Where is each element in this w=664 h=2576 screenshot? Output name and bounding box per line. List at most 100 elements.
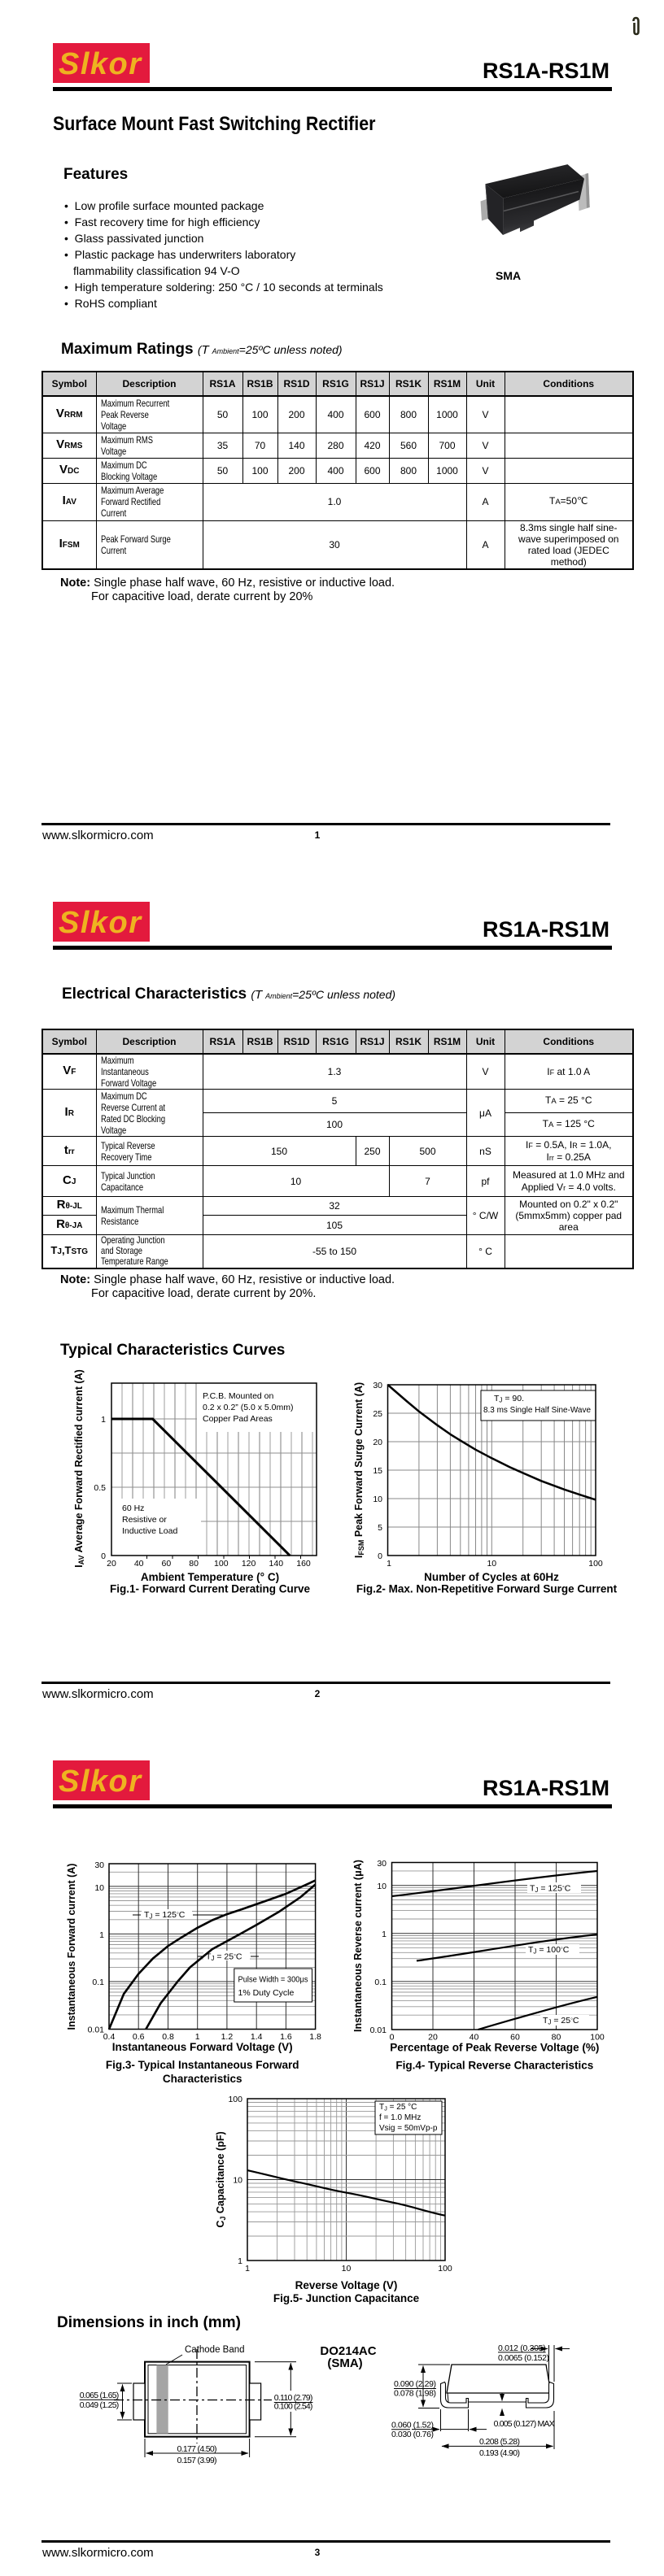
svg-text:10: 10 (487, 1559, 496, 1569)
svg-text:Pulse Width = 300μs: Pulse Width = 300μs (238, 1975, 308, 1985)
svg-text:TJ = 25◦C: TJ = 25◦C (543, 2015, 579, 2026)
svg-text:100: 100 (438, 2264, 452, 2274)
svg-text:1: 1 (238, 2256, 242, 2266)
svg-text:0.5: 0.5 (94, 1483, 106, 1493)
svg-text:30: 30 (94, 1860, 104, 1870)
svg-text:TJ = 125◦C: TJ = 125◦C (530, 1883, 571, 1895)
svg-text:0.060 (1.52): 0.060 (1.52) (391, 2421, 434, 2430)
svg-text:1: 1 (99, 1930, 104, 1940)
svg-text:140: 140 (269, 1559, 284, 1569)
svg-text:0.2 x 0.2” (5.0 x 5.0mm): 0.2 x 0.2” (5.0 x 5.0mm) (203, 1403, 293, 1412)
svg-text:1: 1 (387, 1559, 391, 1569)
svg-text:60: 60 (510, 2033, 520, 2043)
svg-text:0: 0 (390, 2033, 395, 2043)
svg-text:Number of Cycles at 60Hz: Number of Cycles at 60Hz (424, 1571, 559, 1583)
svg-text:TJ = 90.: TJ = 90. (494, 1394, 524, 1404)
svg-text:Ambient Temperature (° C): Ambient Temperature (° C) (141, 1571, 279, 1583)
svg-text:0.01: 0.01 (88, 2026, 105, 2035)
svg-text:Fig.1- Forward Current Deratin: Fig.1- Forward Current Derating Curve (110, 1583, 311, 1595)
svg-text:0.1: 0.1 (92, 1978, 104, 1987)
svg-text:TJ = 25 °C: TJ = 25 °C (379, 2103, 417, 2113)
svg-text:25: 25 (373, 1409, 382, 1419)
svg-text:0.049 (1.25): 0.049 (1.25) (80, 2400, 120, 2410)
svg-text:(SMA): (SMA) (327, 2356, 362, 2370)
svg-text:20: 20 (107, 1559, 116, 1569)
svg-text:0.157 (3.99): 0.157 (3.99) (177, 2456, 217, 2465)
svg-text:20: 20 (428, 2033, 438, 2043)
svg-text:Inductive Load: Inductive Load (122, 1526, 177, 1536)
svg-text:10: 10 (233, 2176, 242, 2186)
svg-text:1.4: 1.4 (251, 2032, 263, 2042)
svg-text:Fig.2- Max. Non-Repetitive For: Fig.2- Max. Non-Repetitive Forward Surge… (356, 1583, 618, 1595)
svg-text:f = 1.0 MHz: f = 1.0 MHz (379, 2113, 421, 2122)
svg-text:8.3 ms Single Half Sine-Wave: 8.3 ms Single Half Sine-Wave (483, 1405, 591, 1415)
svg-text:Instantaneous Reverse current: Instantaneous Reverse current (μA) (352, 1860, 364, 2032)
svg-text:80: 80 (189, 1559, 199, 1569)
svg-text:0.1: 0.1 (374, 1978, 387, 1987)
svg-text:IFSM Peak Forward Surge Curren: IFSM Peak Forward Surge Current (A) (353, 1382, 365, 1558)
svg-text:0.100 (2.54): 0.100 (2.54) (274, 2401, 313, 2411)
svg-text:100: 100 (228, 2095, 242, 2104)
svg-text:1.2: 1.2 (221, 2032, 234, 2042)
svg-text:Fig.3- Typical Instantaneous F: Fig.3- Typical Instantaneous Forward (106, 2059, 299, 2071)
svg-text:10: 10 (377, 1882, 387, 1891)
svg-text:30: 30 (373, 1381, 382, 1390)
svg-text:1: 1 (245, 2264, 250, 2274)
svg-text:0.6: 0.6 (133, 2032, 145, 2042)
svg-text:120: 120 (242, 1559, 256, 1569)
svg-text:0.090 (2.29): 0.090 (2.29) (394, 2379, 436, 2389)
svg-text:Resistive or: Resistive or (122, 1515, 167, 1525)
svg-text:CJ Capacitance (pF): CJ Capacitance (pF) (215, 2131, 227, 2227)
svg-text:100: 100 (214, 1559, 229, 1569)
svg-text:1: 1 (101, 1415, 106, 1425)
svg-text:IAV Average Forward Rectified: IAV Average Forward Rectified current (A… (73, 1369, 85, 1568)
svg-text:Copper Pad Areas: Copper Pad Areas (203, 1414, 273, 1424)
svg-text:0.01: 0.01 (370, 2026, 387, 2035)
svg-text:0.065 (1.65): 0.065 (1.65) (80, 2391, 120, 2400)
svg-text:0.110 (2.79): 0.110 (2.79) (274, 2393, 313, 2403)
svg-text:80: 80 (552, 2033, 561, 2043)
svg-text:Dimensions in inch (mm): Dimensions in inch (mm) (57, 2314, 241, 2331)
svg-text:0.078 (1.98): 0.078 (1.98) (394, 2389, 436, 2399)
svg-text:Fig.4- Typical Reverse Charact: Fig.4- Typical Reverse Characteristics (395, 2060, 593, 2072)
svg-text:0.4: 0.4 (103, 2032, 116, 2042)
svg-text:TJ = 100◦C: TJ = 100◦C (528, 1944, 570, 1956)
svg-text:40: 40 (134, 1559, 144, 1569)
svg-text:1: 1 (195, 2032, 200, 2042)
svg-text:0.8: 0.8 (162, 2032, 174, 2042)
svg-text:Reverse Voltage (V): Reverse Voltage (V) (295, 2279, 398, 2291)
svg-text:Characteristics: Characteristics (163, 2073, 242, 2085)
svg-text:10: 10 (342, 2264, 352, 2274)
svg-text:1.8: 1.8 (309, 2032, 321, 2042)
svg-text:10: 10 (94, 1883, 104, 1893)
svg-text:40: 40 (470, 2033, 479, 2043)
svg-text:0: 0 (378, 1551, 382, 1561)
svg-text:DO214AC: DO214AC (320, 2344, 376, 2358)
svg-text:0.177 (4.50): 0.177 (4.50) (177, 2444, 217, 2454)
svg-text:0.193 (4.90): 0.193 (4.90) (479, 2448, 520, 2458)
svg-text:1% Duty Cycle: 1% Duty Cycle (238, 1988, 295, 1998)
svg-text:1: 1 (382, 1930, 387, 1939)
svg-text:0.030 (0.76): 0.030 (0.76) (391, 2430, 434, 2439)
svg-text:0.208 (5.28): 0.208 (5.28) (479, 2437, 520, 2447)
svg-text:100: 100 (590, 2033, 605, 2043)
svg-text:10: 10 (373, 1495, 382, 1504)
svg-text:60: 60 (162, 1559, 172, 1569)
svg-text:Instantaneous Forward Voltage: Instantaneous Forward Voltage (V) (112, 2041, 293, 2053)
svg-text:60 Hz: 60 Hz (122, 1503, 144, 1513)
svg-text:TJ = 125◦C: TJ = 125◦C (144, 1909, 186, 1921)
svg-text:Vsig = 50mVp-p: Vsig = 50mVp-p (379, 2124, 438, 2133)
svg-text:15: 15 (373, 1466, 382, 1476)
svg-text:20: 20 (373, 1438, 382, 1447)
svg-text:0.0065 (0.152): 0.0065 (0.152) (498, 2353, 549, 2363)
svg-text:160: 160 (296, 1559, 311, 1569)
svg-text:P.C.B. Mounted on: P.C.B. Mounted on (203, 1391, 274, 1401)
svg-text:Fig.5- Junction Capacitance: Fig.5- Junction Capacitance (273, 2292, 420, 2304)
svg-text:0.012 (0.305): 0.012 (0.305) (498, 2343, 546, 2353)
svg-text:5: 5 (378, 1523, 382, 1533)
svg-text:Percentage of Peak Reverse Vol: Percentage of Peak Reverse Voltage (%) (390, 2042, 599, 2054)
svg-text:0: 0 (101, 1551, 106, 1561)
svg-text:TJ = 25◦C: TJ = 25◦C (206, 1952, 242, 1963)
svg-text:0.005 (0.127) MAX: 0.005 (0.127) MAX (494, 2419, 555, 2429)
svg-text:1.6: 1.6 (280, 2032, 292, 2042)
